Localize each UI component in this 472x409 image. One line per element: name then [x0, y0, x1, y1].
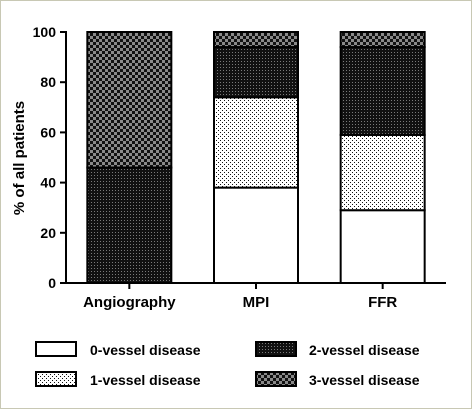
bar-segment-3-vessel	[339, 31, 426, 49]
bar-segment-2-vessel	[339, 46, 426, 136]
bar-segment-1-vessel	[339, 133, 426, 212]
legend-item-2-vessel: 2-vessel disease	[255, 341, 420, 358]
bar-segment-0-vessel	[213, 186, 299, 284]
bar-segment-2-vessel	[86, 166, 173, 284]
legend-item-3-vessel: 3-vessel disease	[255, 371, 420, 388]
bar-stack-mpi	[213, 31, 299, 284]
legend-label-3-vessel: 3-vessel disease	[309, 372, 420, 388]
x-tick-label: MPI	[243, 294, 270, 311]
x-tick-label: Angiography	[83, 294, 176, 311]
y-axis-label: % of all patients	[11, 101, 28, 215]
x-tick-label: FFR	[368, 294, 397, 311]
y-tick-label: 80	[40, 74, 56, 90]
bar-stack-angiography	[86, 31, 173, 284]
bar-segment-2-vessel	[213, 46, 299, 99]
legend-swatch-2-vessel	[255, 341, 297, 357]
legend-item-1-vessel: 1-vessel disease	[35, 371, 201, 388]
legend-swatch-3-vessel	[255, 371, 297, 387]
bar-segment-1-vessel	[213, 96, 299, 189]
bar-segment-3-vessel	[213, 31, 299, 49]
legend-item-0-vessel: 0-vessel disease	[35, 341, 201, 358]
category-labels: Angiography MPI FFR	[83, 294, 397, 311]
legend: 0-vessel disease 2-vessel disease 1-vess…	[35, 341, 420, 388]
bar-segment-0-vessel	[339, 209, 426, 285]
legend-swatch-0-vessel	[35, 341, 77, 357]
bars	[86, 31, 426, 285]
y-tick-label: 60	[40, 124, 56, 140]
y-tick-label: 20	[40, 225, 56, 241]
y-tick-label: 40	[40, 175, 56, 191]
y-tick-label: 100	[33, 24, 57, 40]
bar-stack-ffr	[339, 31, 426, 285]
legend-label-1-vessel: 1-vessel disease	[90, 372, 201, 388]
legend-label-0-vessel: 0-vessel disease	[90, 342, 201, 358]
bar-segment-3-vessel	[86, 31, 173, 169]
y-tick-label: 0	[48, 275, 56, 291]
legend-swatch-1-vessel	[35, 371, 77, 387]
legend-label-2-vessel: 2-vessel disease	[309, 342, 420, 358]
